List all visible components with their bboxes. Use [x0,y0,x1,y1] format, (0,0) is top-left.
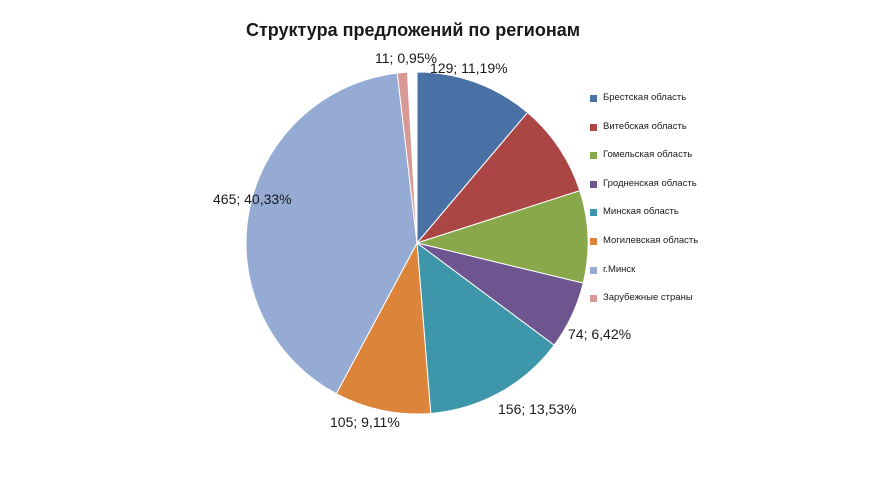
pie-slice-6 [335,241,432,415]
legend-label: Витебская область [603,120,687,132]
data-label-7: 465; 40,33% [213,191,292,207]
legend-item: Витебская область [590,121,750,150]
data-label-1: 129; 11,19% [430,60,508,76]
pie-data-labels: 129; 11,19% 74; 6,42% 156; 13,53% 105; 9,11… [213,50,631,430]
pie-slice-7 [245,72,418,395]
legend-label: Гомельская область [603,149,693,161]
data-label-4: 74; 6,42% [568,326,631,342]
legend-swatch [590,180,597,188]
legend-label: Брестская область [603,92,687,103]
pie-slice-8 [396,71,418,244]
legend-item: г.Минск [590,264,750,293]
chart-legend: Брестская область Витебская область Гомель… [590,92,750,321]
legend-item: Гомельская область [590,149,750,178]
legend-label: Минская область [603,206,679,218]
legend-item: Могилевская область [590,235,750,264]
legend-label: Гродненская область [603,177,697,189]
pie-slices [245,71,589,415]
chart-title: Структура предложений по регионам [245,20,581,40]
data-label-8: 11; 0,95% [375,50,437,66]
legend-swatch [590,295,597,303]
legend-label: г.Минск [603,263,636,275]
pie-slice-5 [416,241,555,414]
data-label-6: 105; 9,11% [330,414,400,430]
legend-swatch [590,123,597,131]
pie-slice-2 [415,111,581,245]
legend-label: Зарубежные страны [603,292,693,304]
pie-slice-1 [416,71,529,245]
legend-item: Брестская область [590,92,750,121]
legend-swatch [590,95,597,102]
legend-item: Гродненская область [590,178,750,207]
legend-swatch [590,237,597,245]
legend-item: Минская область [590,206,750,235]
legend-label: Могилевская область [603,234,699,246]
legend-swatch [590,266,597,274]
pie-slice-3 [415,190,589,284]
legend-swatch [590,209,597,217]
legend-item: Зарубежные страны [590,292,750,321]
data-label-5: 156; 13,53% [498,401,577,417]
legend-swatch [590,152,597,160]
